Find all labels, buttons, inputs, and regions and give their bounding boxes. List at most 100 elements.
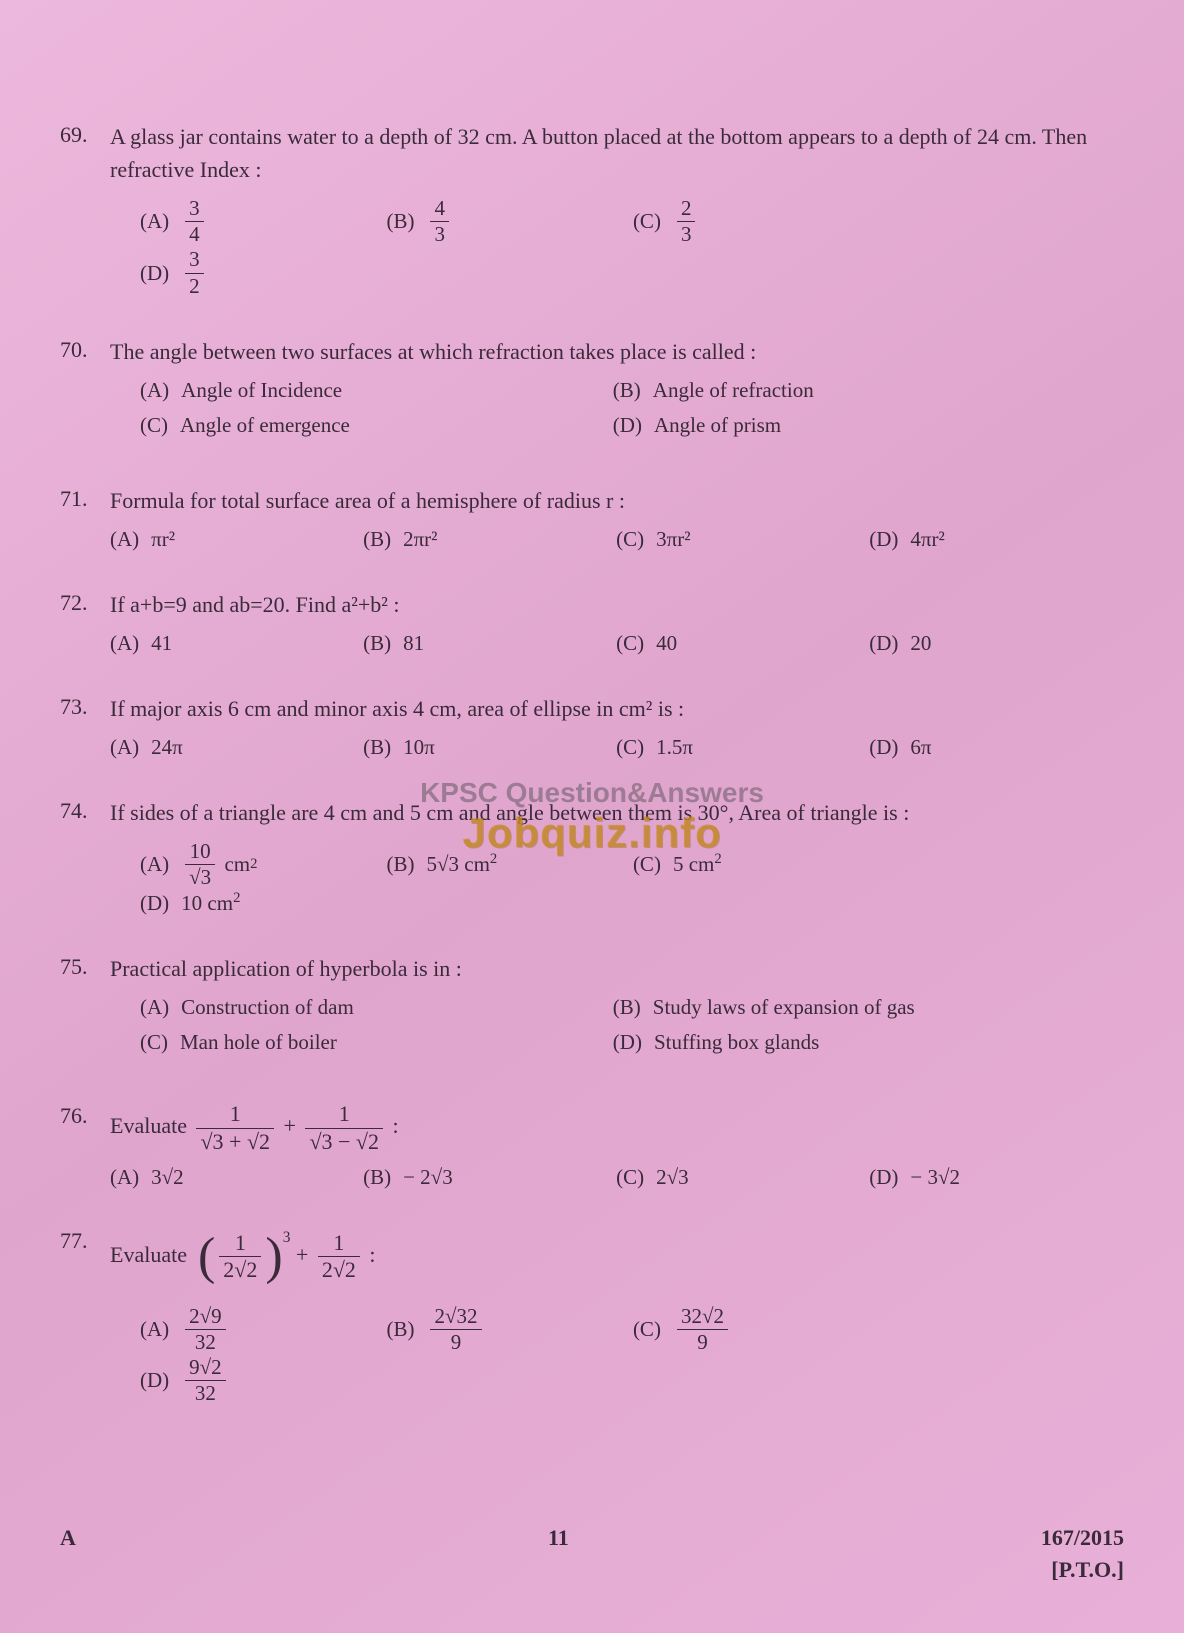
option-label: (D) [140, 1368, 169, 1393]
option-a: (A)41 [110, 631, 333, 656]
option-label: (C) [616, 735, 644, 760]
question-body: Evaluate (12√2)3 + 12√2 : (A)2√932 (B)2√… [110, 1226, 1124, 1407]
options-row: (A)2√932 (B)2√329 (C)32√29 (D)9√232 [110, 1304, 1124, 1407]
question-72: 72. If a+b=9 and ab=20. Find a²+b² : (A)… [60, 588, 1124, 656]
question-number: 73. [60, 692, 110, 760]
option-label: (C) [633, 209, 661, 234]
options-row: (A)Angle of Incidence (B)Angle of refrac… [110, 378, 1124, 448]
question-number: 77. [60, 1226, 110, 1407]
question-text: Evaluate (12√2)3 + 12√2 : [110, 1226, 1124, 1284]
option-d: (D)− 3√2 [869, 1165, 1092, 1190]
question-76: 76. Evaluate 1√3 + √2 + 1√3 − √2 : (A)3√… [60, 1101, 1124, 1190]
question-body: The angle between two surfaces at which … [110, 335, 1124, 448]
option-d: (D)10 cm2 [140, 890, 356, 916]
option-a: (A)3√2 [110, 1165, 333, 1190]
option-label: (A) [140, 995, 169, 1020]
option-a: (A)Angle of Incidence [140, 378, 583, 403]
option-a: (A)Construction of dam [140, 995, 583, 1020]
option-a: (A)24π [110, 735, 333, 760]
option-a: (A)2√932 [140, 1304, 356, 1355]
question-71: 71. Formula for total surface area of a … [60, 484, 1124, 552]
option-label: (A) [110, 1165, 139, 1190]
question-text: Evaluate 1√3 + √2 + 1√3 − √2 : [110, 1101, 1124, 1155]
option-b: (B)2√329 [386, 1304, 602, 1355]
options-row: (A)41 (B)81 (C)40 (D)20 [110, 631, 1124, 656]
option-b: (B)2πr² [363, 527, 586, 552]
option-label: (B) [613, 995, 641, 1020]
question-body: Practical application of hyperbola is in… [110, 952, 1124, 1065]
question-number: 70. [60, 335, 110, 448]
option-label: (B) [363, 1165, 391, 1190]
options-row: (A)πr² (B)2πr² (C)3πr² (D)4πr² [110, 527, 1124, 552]
options-row: (A) 10√3 cm2 (B)5√3 cm2 (C)5 cm2 (D)10 c… [110, 839, 1124, 916]
question-body: If major axis 6 cm and minor axis 4 cm, … [110, 692, 1124, 760]
option-b: (B)5√3 cm2 [386, 839, 602, 890]
question-body: If sides of a triangle are 4 cm and 5 cm… [110, 796, 1124, 916]
question-text: If major axis 6 cm and minor axis 4 cm, … [110, 692, 1124, 725]
option-a: (A)πr² [110, 527, 333, 552]
option-d: (D)4πr² [869, 527, 1092, 552]
question-text: A glass jar contains water to a depth of… [110, 120, 1124, 186]
option-label: (D) [869, 527, 898, 552]
option-b: (B)− 2√3 [363, 1165, 586, 1190]
option-b: (B)Study laws of expansion of gas [613, 995, 1056, 1020]
option-b: (B)10π [363, 735, 586, 760]
question-body: Formula for total surface area of a hemi… [110, 484, 1124, 552]
option-c: (C)23 [633, 196, 849, 247]
question-70: 70. The angle between two surfaces at wh… [60, 335, 1124, 448]
option-label: (A) [110, 735, 139, 760]
option-c: (C)5 cm2 [633, 839, 849, 890]
question-69: 69. A glass jar contains water to a dept… [60, 120, 1124, 299]
option-a: (A) 10√3 cm2 [140, 839, 356, 890]
option-label: (A) [140, 209, 169, 234]
option-a: (A)34 [140, 196, 356, 247]
question-number: 72. [60, 588, 110, 656]
options-row: (A)24π (B)10π (C)1.5π (D)6π [110, 735, 1124, 760]
exam-page: 69. A glass jar contains water to a dept… [0, 0, 1184, 1633]
question-number: 71. [60, 484, 110, 552]
option-label: (A) [110, 631, 139, 656]
option-c: (C)Man hole of boiler [140, 1030, 583, 1055]
question-73: 73. If major axis 6 cm and minor axis 4 … [60, 692, 1124, 760]
option-label: (C) [140, 1030, 168, 1055]
footer-center: 11 [548, 1525, 569, 1583]
question-77: 77. Evaluate (12√2)3 + 12√2 : (A)2√932 (… [60, 1226, 1124, 1407]
paper-code: 167/2015 [1041, 1525, 1124, 1551]
option-label: (B) [386, 1317, 414, 1342]
option-c: (C)2√3 [616, 1165, 839, 1190]
question-text: If a+b=9 and ab=20. Find a²+b² : [110, 588, 1124, 621]
question-body: Evaluate 1√3 + √2 + 1√3 − √2 : (A)3√2 (B… [110, 1101, 1124, 1190]
option-label: (C) [633, 852, 661, 877]
option-d: (D)20 [869, 631, 1092, 656]
question-text: Formula for total surface area of a hemi… [110, 484, 1124, 517]
question-74: 74. If sides of a triangle are 4 cm and … [60, 796, 1124, 916]
option-c: (C)3πr² [616, 527, 839, 552]
option-label: (D) [869, 735, 898, 760]
option-d: (D)Angle of prism [613, 413, 1056, 438]
option-d: (D)6π [869, 735, 1092, 760]
option-label: (C) [616, 527, 644, 552]
option-label: (D) [613, 1030, 642, 1055]
options-row: (A)Construction of dam (B)Study laws of … [110, 995, 1124, 1065]
option-label: (A) [140, 1317, 169, 1342]
option-label: (B) [363, 631, 391, 656]
options-row: (A)3√2 (B)− 2√3 (C)2√3 (D)− 3√2 [110, 1165, 1124, 1190]
question-number: 69. [60, 120, 110, 299]
question-75: 75. Practical application of hyperbola i… [60, 952, 1124, 1065]
option-label: (D) [140, 891, 169, 916]
option-label: (B) [386, 852, 414, 877]
question-body: A glass jar contains water to a depth of… [110, 120, 1124, 299]
option-b: (B)43 [386, 196, 602, 247]
option-label: (B) [386, 209, 414, 234]
footer-right: 167/2015 [P.T.O.] [1041, 1525, 1124, 1583]
option-label: (A) [140, 378, 169, 403]
page-footer: A 11 167/2015 [P.T.O.] [60, 1525, 1124, 1583]
option-label: (C) [616, 1165, 644, 1190]
question-body: If a+b=9 and ab=20. Find a²+b² : (A)41 (… [110, 588, 1124, 656]
option-b: (B)81 [363, 631, 586, 656]
option-label: (D) [869, 1165, 898, 1190]
option-label: (A) [110, 527, 139, 552]
option-d: (D)9√232 [140, 1355, 356, 1406]
option-b: (B)Angle of refraction [613, 378, 1056, 403]
option-d: (D)Stuffing box glands [613, 1030, 1056, 1055]
